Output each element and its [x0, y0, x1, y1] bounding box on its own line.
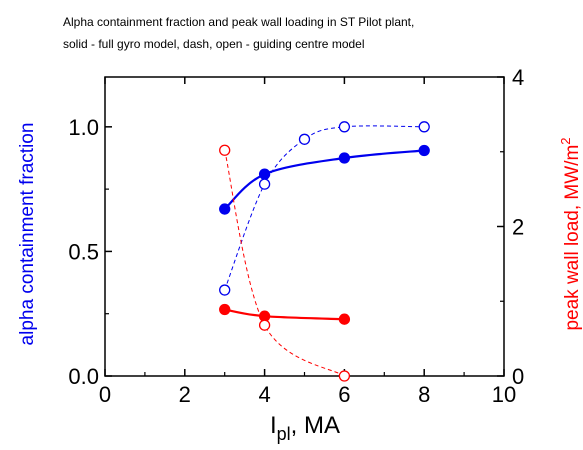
right-y-tick-label: 4 — [512, 65, 524, 90]
chart-title: Alpha containment fraction and peak wall… — [63, 15, 414, 29]
series-3-open-point — [219, 144, 231, 156]
series-0-filled-point — [418, 144, 430, 157]
x-tick-label: 4 — [258, 382, 270, 407]
left-y-tick-label: 0.5 — [68, 239, 99, 264]
x-axis-label-subscript: pl — [277, 424, 291, 444]
series-1-open-point — [418, 121, 430, 133]
x-tick-label: 0 — [99, 382, 111, 407]
series-0-filled-point — [338, 152, 351, 164]
plot-area: 0 2 4 6 8 10 0.0 0.5 1.0 0 2 4 — [68, 65, 524, 407]
series-1-open-point — [258, 178, 271, 190]
left-y-tick-label: 1.0 — [68, 115, 99, 140]
left-y-tick-label: 0.0 — [68, 364, 99, 389]
x-axis-label-symbol: I — [270, 412, 277, 439]
x-axis-label: Ipl, MA — [270, 412, 340, 444]
series-0-filled-point — [219, 203, 231, 215]
series-1-line — [224, 125, 425, 291]
x-tick-label: 8 — [418, 382, 430, 407]
right-y-axis-label-superscript: 2 — [558, 137, 573, 144]
series-3-line — [224, 150, 345, 377]
series-1-open-point — [219, 284, 231, 296]
series-2-filled-point — [338, 313, 351, 325]
right-y-tick-label: 2 — [512, 215, 524, 240]
series-0-line — [223, 149, 425, 210]
x-tick-label: 10 — [492, 382, 516, 407]
series-2-filled-point — [219, 303, 231, 316]
x-axis-label-unit: , MA — [291, 412, 340, 439]
x-tick-label: 6 — [338, 382, 350, 407]
series-3-open-point — [258, 319, 271, 331]
series-1-open-point — [338, 121, 351, 133]
chart-subtitle: solid - full gyro model, dash, open - gu… — [63, 37, 365, 51]
series-2-line — [224, 308, 345, 321]
series-3-open-point — [338, 370, 351, 382]
right-y-axis-label: peak wall load, MW/m2 — [558, 137, 583, 330]
right-y-axis-label-text: peak wall load, MW/m — [562, 145, 583, 331]
x-tick-label: 2 — [179, 382, 191, 407]
series-1-open-point — [298, 133, 311, 145]
left-y-axis-label: alpha containment fraction — [17, 123, 38, 346]
plot-frame — [104, 76, 505, 377]
right-y-tick-label: 0 — [512, 364, 524, 389]
